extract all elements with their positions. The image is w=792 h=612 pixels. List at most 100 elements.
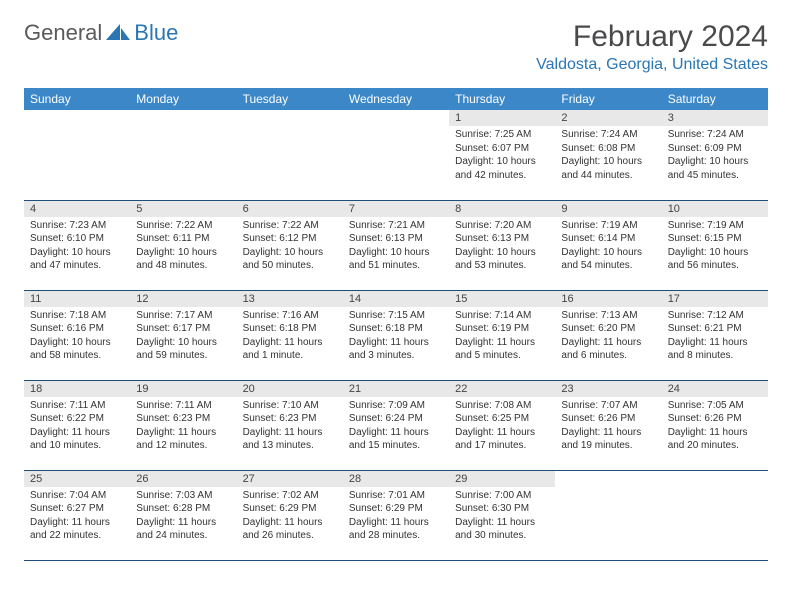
day-sunrise: Sunrise: 7:05 AM bbox=[668, 399, 762, 413]
day-day1: Daylight: 10 hours bbox=[30, 336, 124, 350]
calendar-day-cell: 22Sunrise: 7:08 AMSunset: 6:25 PMDayligh… bbox=[449, 380, 555, 470]
day-sunrise: Sunrise: 7:14 AM bbox=[455, 309, 549, 323]
day-sunset: Sunset: 6:25 PM bbox=[455, 412, 549, 426]
calendar-day-cell: 15Sunrise: 7:14 AMSunset: 6:19 PMDayligh… bbox=[449, 290, 555, 380]
calendar-day-cell: 8Sunrise: 7:20 AMSunset: 6:13 PMDaylight… bbox=[449, 200, 555, 290]
calendar-day-cell: 9Sunrise: 7:19 AMSunset: 6:14 PMDaylight… bbox=[555, 200, 661, 290]
day-sunrise: Sunrise: 7:22 AM bbox=[136, 219, 230, 233]
day-day1: Daylight: 10 hours bbox=[668, 246, 762, 260]
day-day2: and 48 minutes. bbox=[136, 259, 230, 273]
calendar-day-cell: 24Sunrise: 7:05 AMSunset: 6:26 PMDayligh… bbox=[662, 380, 768, 470]
day-sunset: Sunset: 6:09 PM bbox=[668, 142, 762, 156]
day-sunset: Sunset: 6:28 PM bbox=[136, 502, 230, 516]
day-sunset: Sunset: 6:13 PM bbox=[455, 232, 549, 246]
day-sun-data: Sunrise: 7:15 AMSunset: 6:18 PMDaylight:… bbox=[343, 307, 449, 367]
day-sunset: Sunset: 6:18 PM bbox=[243, 322, 337, 336]
day-sun-data: Sunrise: 7:22 AMSunset: 6:12 PMDaylight:… bbox=[237, 217, 343, 277]
month-title: February 2024 bbox=[536, 20, 768, 54]
calendar-day-cell bbox=[130, 110, 236, 200]
day-number-bar: 6 bbox=[237, 201, 343, 217]
day-day2: and 24 minutes. bbox=[136, 529, 230, 543]
calendar-day-cell: 19Sunrise: 7:11 AMSunset: 6:23 PMDayligh… bbox=[130, 380, 236, 470]
day-number-bar: 9 bbox=[555, 201, 661, 217]
day-sun-data: Sunrise: 7:14 AMSunset: 6:19 PMDaylight:… bbox=[449, 307, 555, 367]
day-number-bar: 29 bbox=[449, 471, 555, 487]
calendar-day-cell: 16Sunrise: 7:13 AMSunset: 6:20 PMDayligh… bbox=[555, 290, 661, 380]
calendar-day-cell: 1Sunrise: 7:25 AMSunset: 6:07 PMDaylight… bbox=[449, 110, 555, 200]
calendar-day-cell: 3Sunrise: 7:24 AMSunset: 6:09 PMDaylight… bbox=[662, 110, 768, 200]
day-day1: Daylight: 10 hours bbox=[668, 155, 762, 169]
day-sun-data: Sunrise: 7:19 AMSunset: 6:14 PMDaylight:… bbox=[555, 217, 661, 277]
day-header-row: Sunday Monday Tuesday Wednesday Thursday… bbox=[24, 88, 768, 110]
day-sunset: Sunset: 6:26 PM bbox=[668, 412, 762, 426]
calendar-day-cell: 5Sunrise: 7:22 AMSunset: 6:11 PMDaylight… bbox=[130, 200, 236, 290]
day-header: Thursday bbox=[449, 88, 555, 110]
day-number-bar bbox=[237, 110, 343, 126]
day-number-bar: 13 bbox=[237, 291, 343, 307]
day-number-bar bbox=[343, 110, 449, 126]
day-day2: and 10 minutes. bbox=[30, 439, 124, 453]
day-sunset: Sunset: 6:22 PM bbox=[30, 412, 124, 426]
day-number-bar: 10 bbox=[662, 201, 768, 217]
day-day2: and 30 minutes. bbox=[455, 529, 549, 543]
day-number-bar: 12 bbox=[130, 291, 236, 307]
day-sun-data: Sunrise: 7:19 AMSunset: 6:15 PMDaylight:… bbox=[662, 217, 768, 277]
day-day2: and 6 minutes. bbox=[561, 349, 655, 363]
day-number-bar: 8 bbox=[449, 201, 555, 217]
day-number-bar: 20 bbox=[237, 381, 343, 397]
day-sunrise: Sunrise: 7:24 AM bbox=[561, 128, 655, 142]
day-sunrise: Sunrise: 7:19 AM bbox=[561, 219, 655, 233]
day-sun-data: Sunrise: 7:20 AMSunset: 6:13 PMDaylight:… bbox=[449, 217, 555, 277]
day-sun-data: Sunrise: 7:17 AMSunset: 6:17 PMDaylight:… bbox=[130, 307, 236, 367]
day-number-bar: 24 bbox=[662, 381, 768, 397]
calendar-week-row: 1Sunrise: 7:25 AMSunset: 6:07 PMDaylight… bbox=[24, 110, 768, 200]
day-header: Wednesday bbox=[343, 88, 449, 110]
day-number-bar: 4 bbox=[24, 201, 130, 217]
day-sunrise: Sunrise: 7:03 AM bbox=[136, 489, 230, 503]
day-sunrise: Sunrise: 7:21 AM bbox=[349, 219, 443, 233]
day-number-bar: 7 bbox=[343, 201, 449, 217]
logo-word-2: Blue bbox=[134, 20, 178, 46]
day-day2: and 8 minutes. bbox=[668, 349, 762, 363]
day-day2: and 58 minutes. bbox=[30, 349, 124, 363]
day-header: Monday bbox=[130, 88, 236, 110]
day-sunset: Sunset: 6:08 PM bbox=[561, 142, 655, 156]
day-day1: Daylight: 11 hours bbox=[349, 516, 443, 530]
calendar-day-cell: 25Sunrise: 7:04 AMSunset: 6:27 PMDayligh… bbox=[24, 470, 130, 560]
day-sunrise: Sunrise: 7:00 AM bbox=[455, 489, 549, 503]
day-day2: and 42 minutes. bbox=[455, 169, 549, 183]
calendar-day-cell: 27Sunrise: 7:02 AMSunset: 6:29 PMDayligh… bbox=[237, 470, 343, 560]
day-sunset: Sunset: 6:14 PM bbox=[561, 232, 655, 246]
day-sunrise: Sunrise: 7:10 AM bbox=[243, 399, 337, 413]
day-header: Friday bbox=[555, 88, 661, 110]
day-sunset: Sunset: 6:29 PM bbox=[243, 502, 337, 516]
day-number-bar bbox=[555, 471, 661, 487]
day-day1: Daylight: 11 hours bbox=[455, 426, 549, 440]
day-header: Sunday bbox=[24, 88, 130, 110]
day-sunrise: Sunrise: 7:09 AM bbox=[349, 399, 443, 413]
calendar-day-cell: 21Sunrise: 7:09 AMSunset: 6:24 PMDayligh… bbox=[343, 380, 449, 470]
day-day2: and 5 minutes. bbox=[455, 349, 549, 363]
day-sun-data: Sunrise: 7:02 AMSunset: 6:29 PMDaylight:… bbox=[237, 487, 343, 547]
day-day2: and 59 minutes. bbox=[136, 349, 230, 363]
day-number-bar: 26 bbox=[130, 471, 236, 487]
day-number-bar: 17 bbox=[662, 291, 768, 307]
calendar-day-cell: 20Sunrise: 7:10 AMSunset: 6:23 PMDayligh… bbox=[237, 380, 343, 470]
day-day2: and 3 minutes. bbox=[349, 349, 443, 363]
calendar-day-cell: 2Sunrise: 7:24 AMSunset: 6:08 PMDaylight… bbox=[555, 110, 661, 200]
day-day1: Daylight: 11 hours bbox=[243, 336, 337, 350]
day-sunrise: Sunrise: 7:18 AM bbox=[30, 309, 124, 323]
logo: General Blue bbox=[24, 20, 178, 46]
day-sun-data: Sunrise: 7:00 AMSunset: 6:30 PMDaylight:… bbox=[449, 487, 555, 547]
calendar-day-cell: 17Sunrise: 7:12 AMSunset: 6:21 PMDayligh… bbox=[662, 290, 768, 380]
calendar-day-cell: 11Sunrise: 7:18 AMSunset: 6:16 PMDayligh… bbox=[24, 290, 130, 380]
day-day2: and 51 minutes. bbox=[349, 259, 443, 273]
day-sun-data: Sunrise: 7:11 AMSunset: 6:23 PMDaylight:… bbox=[130, 397, 236, 457]
day-number-bar: 11 bbox=[24, 291, 130, 307]
calendar-day-cell: 14Sunrise: 7:15 AMSunset: 6:18 PMDayligh… bbox=[343, 290, 449, 380]
day-sunrise: Sunrise: 7:02 AM bbox=[243, 489, 337, 503]
day-day2: and 45 minutes. bbox=[668, 169, 762, 183]
logo-word-1: General bbox=[24, 20, 102, 46]
day-sunrise: Sunrise: 7:07 AM bbox=[561, 399, 655, 413]
day-sunset: Sunset: 6:07 PM bbox=[455, 142, 549, 156]
